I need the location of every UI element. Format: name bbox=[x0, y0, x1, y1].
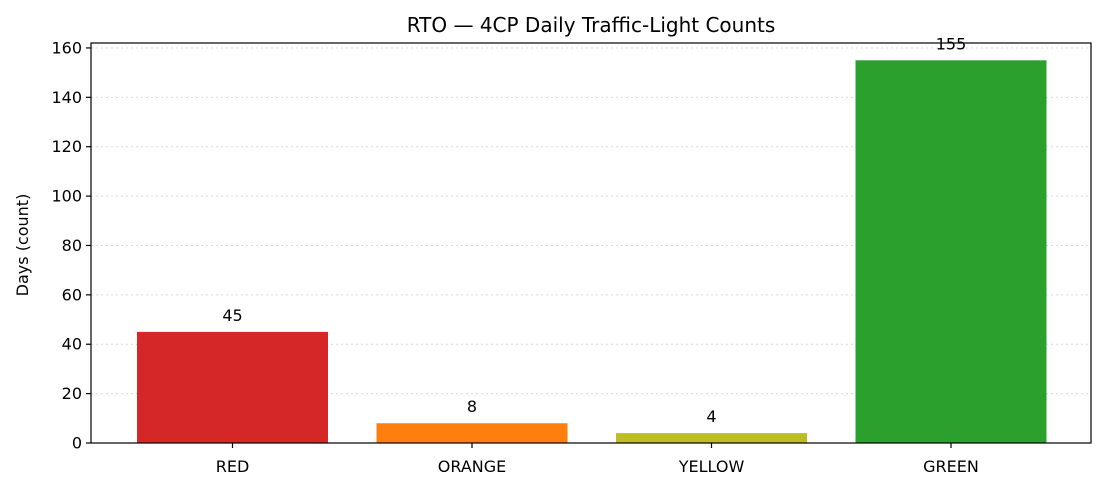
y-tick-label: 0 bbox=[72, 434, 82, 453]
plot-frame bbox=[90, 42, 1092, 444]
bar-orange bbox=[376, 423, 568, 443]
y-tick-label: 20 bbox=[62, 384, 82, 403]
data-label-orange: 8 bbox=[467, 397, 477, 416]
data-label-green: 155 bbox=[936, 34, 967, 53]
y-tick-label: 160 bbox=[51, 38, 82, 57]
y-tick-label: 80 bbox=[62, 236, 82, 255]
y-axis-label: Days (count) bbox=[13, 194, 32, 297]
y-axis: 0 20 40 60 80 100 120 140 160 bbox=[51, 38, 91, 453]
x-tick-label-red: RED bbox=[216, 457, 250, 476]
bar-yellow bbox=[616, 433, 807, 443]
x-tick-label-green: GREEN bbox=[923, 457, 979, 476]
y-tick-label: 100 bbox=[51, 187, 82, 206]
x-tick-label-orange: ORANGE bbox=[438, 457, 506, 476]
data-label-yellow: 4 bbox=[706, 407, 716, 426]
y-tick-label: 60 bbox=[62, 285, 82, 304]
y-tick-label: 140 bbox=[51, 88, 82, 107]
y-tick-label: 40 bbox=[62, 335, 82, 354]
x-axis: RED ORANGE YELLOW GREEN bbox=[216, 443, 979, 476]
bar-red bbox=[137, 331, 328, 443]
bars bbox=[137, 60, 1047, 444]
data-labels: 45 8 4 155 bbox=[222, 34, 966, 426]
bar-green bbox=[855, 60, 1047, 444]
y-tick-label: 120 bbox=[51, 137, 82, 156]
data-label-red: 45 bbox=[222, 306, 242, 325]
chart-title: RTO — 4CP Daily Traffic-Light Counts bbox=[407, 13, 776, 37]
x-tick-label-yellow: YELLOW bbox=[678, 457, 745, 476]
